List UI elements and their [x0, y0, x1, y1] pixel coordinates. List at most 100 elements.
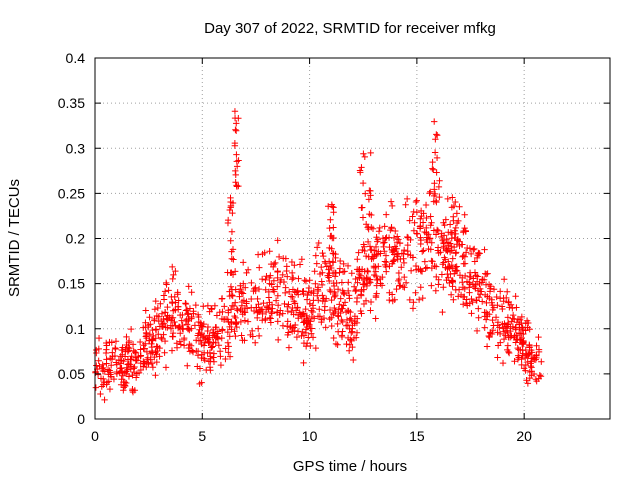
axis-ticks: [94, 57, 610, 420]
data-point: [99, 361, 106, 368]
data-point: [328, 296, 335, 304]
data-point: [231, 108, 239, 115]
data-point: [499, 359, 507, 367]
data-point: [128, 352, 135, 360]
data-point: [194, 363, 201, 370]
data-point: [210, 350, 218, 357]
data-point: [451, 234, 458, 241]
data-point: [450, 296, 457, 303]
data-point: [432, 263, 440, 270]
data-point: [169, 275, 176, 283]
data-point: [310, 287, 317, 295]
data-point: [396, 282, 403, 289]
data-point: [486, 333, 493, 341]
data-point: [262, 276, 269, 284]
data-point: [248, 279, 255, 287]
data-point: [410, 227, 418, 234]
data-point: [101, 396, 108, 404]
data-point: [520, 338, 527, 346]
data-point: [385, 234, 393, 241]
data-point: [372, 293, 380, 301]
data-point: [101, 368, 108, 375]
data-point: [208, 344, 215, 351]
data-point: [499, 321, 506, 328]
data-point: [291, 262, 298, 269]
x-tick-label: 10: [302, 428, 318, 444]
data-point: [198, 340, 205, 348]
data-point: [503, 288, 511, 295]
data-point: [488, 330, 496, 338]
data-point: [300, 339, 308, 347]
data-point: [362, 252, 370, 260]
data-point: [318, 281, 326, 289]
data-point: [97, 375, 105, 382]
data-point: [382, 252, 390, 259]
data-point: [272, 297, 280, 304]
data-point: [232, 332, 239, 340]
data-point: [194, 352, 202, 359]
data-point: [402, 279, 410, 286]
data-point: [381, 258, 389, 265]
data-point: [287, 293, 295, 300]
data-point: [359, 204, 366, 211]
data-point: [94, 371, 102, 378]
data-point: [426, 235, 434, 242]
data-point: [364, 267, 371, 275]
data-point: [284, 331, 291, 339]
data-point: [430, 198, 438, 205]
data-point: [330, 334, 337, 342]
data-point: [184, 310, 191, 317]
data-point: [428, 257, 435, 265]
data-point: [413, 230, 420, 237]
data-point: [475, 314, 482, 321]
data-point: [207, 367, 214, 374]
data-point: [236, 293, 243, 300]
data-point: [233, 151, 240, 158]
data-point: [226, 323, 233, 331]
data-point: [206, 349, 214, 356]
data-point: [460, 260, 467, 267]
data-point: [298, 256, 306, 263]
data-point: [164, 324, 171, 331]
data-point: [444, 247, 451, 255]
data-point: [489, 316, 496, 324]
data-point: [285, 301, 292, 308]
data-point: [112, 338, 120, 345]
data-point: [280, 278, 288, 286]
data-point: [482, 281, 490, 288]
data-point: [526, 344, 533, 351]
data-point: [95, 357, 102, 364]
data-point: [291, 288, 298, 296]
data-point: [354, 256, 361, 263]
data-point: [417, 284, 424, 291]
data-point: [288, 308, 295, 316]
data-point: [266, 248, 273, 255]
data-point: [386, 296, 393, 304]
data-point: [513, 304, 520, 311]
data-point: [163, 315, 170, 322]
data-point: [201, 356, 208, 364]
data-point: [274, 336, 282, 344]
data-point: [330, 204, 337, 211]
data-point: [232, 127, 240, 135]
data-point: [332, 307, 339, 315]
data-point: [442, 264, 449, 271]
data-point: [284, 318, 291, 325]
y-tick-label: 0.4: [66, 50, 86, 66]
data-point: [158, 310, 166, 317]
data-point: [156, 353, 163, 360]
data-point: [306, 321, 313, 328]
data-point: [473, 254, 481, 262]
data-point: [211, 302, 219, 310]
data-point: [461, 211, 468, 218]
data-point: [161, 288, 169, 295]
data-point: [224, 269, 231, 276]
data-point: [431, 118, 438, 125]
data-point: [328, 201, 336, 208]
data-point: [233, 183, 241, 190]
data-point: [358, 164, 365, 171]
data-point: [108, 356, 116, 363]
data-point: [510, 316, 518, 323]
data-point: [342, 322, 350, 330]
data-point: [388, 225, 395, 232]
